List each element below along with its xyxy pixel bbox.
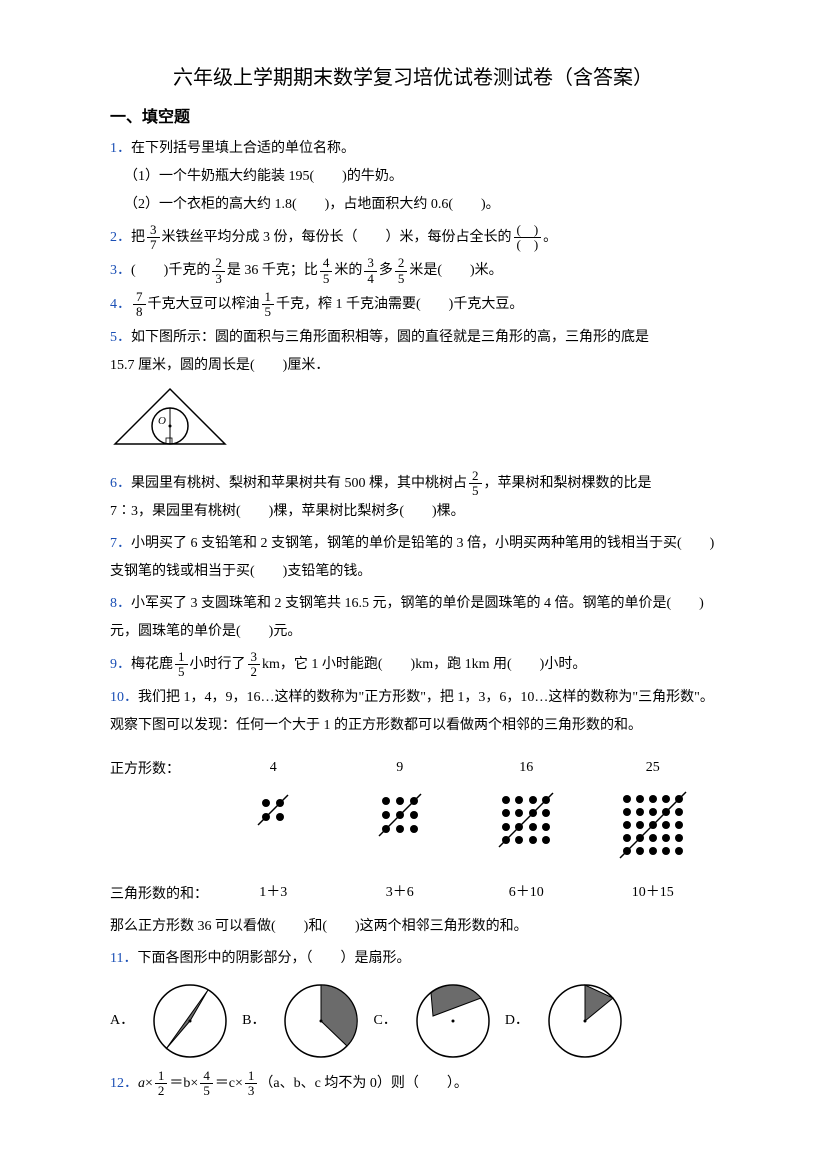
q6-t3: 7∶3，果园里有桃树( )棵，苹果树比梨树多( )棵。 bbox=[110, 498, 716, 526]
cell: 4 bbox=[210, 754, 337, 782]
dots-2x2 bbox=[210, 790, 337, 871]
frac: 15 bbox=[175, 650, 188, 680]
qnum-10: 10． bbox=[110, 690, 138, 705]
qnum-4: 4． bbox=[110, 297, 131, 312]
frac: 78 bbox=[133, 290, 146, 320]
qnum-8: 8． bbox=[110, 596, 131, 611]
q10-t1: 我们把 1，4，9，16…这样的数称为"正方形数"，把 1，3，6，10…这样的… bbox=[110, 690, 714, 733]
opt-c-label: C． bbox=[373, 1007, 396, 1035]
q5-t2: 15.7 厘米，圆的周长是( )厘米． bbox=[110, 352, 716, 380]
q8-text: 小军买了 3 支圆珠笔和 2 支钢笔共 16.5 元，钢笔的单价是圆珠笔的 4 … bbox=[110, 596, 704, 639]
q3-t2: 是 36 千克；比 bbox=[227, 263, 318, 278]
q2-t2: 米铁丝平均分成 3 份，每份长（ ）米，每份占全长的 bbox=[162, 230, 512, 245]
frac: 25 bbox=[395, 256, 408, 286]
q12-t4: ＝c× bbox=[215, 1076, 243, 1091]
cell: 6＋10 bbox=[463, 879, 590, 907]
opt-d-label: D． bbox=[505, 1007, 529, 1035]
cell: 10＋15 bbox=[590, 879, 717, 907]
q1-sub1: （1）一个牛奶瓶大约能装 195( )的牛奶。 bbox=[124, 163, 716, 191]
qnum-7: 7． bbox=[110, 536, 131, 551]
qnum-2: 2． bbox=[110, 230, 131, 245]
circle-b bbox=[281, 981, 361, 1061]
q1-text: 在下列括号里填上合适的单位名称。 bbox=[131, 141, 355, 156]
row-label: 正方形数： bbox=[110, 754, 210, 782]
q9-t1: 梅花鹿 bbox=[131, 657, 173, 672]
q11-options: A． B． C． D． bbox=[110, 981, 716, 1061]
q6-t1: 果园里有桃树、梨树和苹果树共有 500 棵，其中桃树占 bbox=[131, 476, 467, 491]
q9-t3: km，它 1 小时能跑( )km，跑 1km 用( )小时。 bbox=[262, 657, 586, 672]
q12-t5: （a、b、c 均不为 0）则（ ）。 bbox=[259, 1076, 467, 1091]
frac: 45 bbox=[200, 1069, 213, 1099]
qnum-5: 5． bbox=[110, 330, 131, 345]
question-6: 6．果园里有桃树、梨树和苹果树共有 500 棵，其中桃树占25，苹果树和梨树棵数… bbox=[110, 469, 716, 527]
question-1: 1．在下列括号里填上合适的单位名称。 （1）一个牛奶瓶大约能装 195( )的牛… bbox=[110, 135, 716, 219]
qnum-3: 3． bbox=[110, 263, 131, 278]
q1-sub2: （2）一个衣柜的高大约 1.8( )，占地面积大约 0.6( )。 bbox=[124, 191, 716, 219]
question-3: 3．( )千克的23是 36 千克；比45米的34多25米是( )米。 bbox=[110, 256, 716, 286]
question-12: 12．a×12＝b×45＝c×13（a、b、c 均不为 0）则（ ）。 bbox=[110, 1069, 716, 1099]
dots-figures bbox=[110, 790, 716, 871]
q5-t1: 如下图所示：圆的面积与三角形面积相等，圆的直径就是三角形的高，三角形的底是 bbox=[131, 330, 649, 345]
circle-a bbox=[150, 981, 230, 1061]
qnum-9: 9． bbox=[110, 657, 131, 672]
question-11: 11．下面各图形中的阴影部分，（ ）是扇形。 A． B． C． D． bbox=[110, 945, 716, 1061]
frac: 34 bbox=[364, 256, 377, 286]
dots-5x5 bbox=[590, 790, 717, 871]
opt-a-label: A． bbox=[110, 1007, 134, 1035]
q3-t1: ( )千克的 bbox=[131, 263, 210, 278]
question-2: 2．把37米铁丝平均分成 3 份，每份长（ ）米，每份占全长的( )( )。 bbox=[110, 223, 716, 253]
row-label: 三角形数的和： bbox=[110, 879, 210, 907]
frac: 25 bbox=[469, 469, 482, 499]
page-title: 六年级上学期期末数学复习培优试卷测试卷（含答案） bbox=[110, 60, 716, 96]
q4-t1: 千克大豆可以榨油 bbox=[148, 297, 260, 312]
cell: 1＋3 bbox=[210, 879, 337, 907]
q2-t1: 把 bbox=[131, 230, 145, 245]
question-7: 7．小明买了 6 支铅笔和 2 支钢笔，钢笔的单价是铅笔的 3 倍，小明买两种笔… bbox=[110, 530, 716, 586]
frac: 45 bbox=[320, 256, 333, 286]
q12-t3: ＝b× bbox=[169, 1076, 198, 1091]
triangle-circle-figure: O bbox=[110, 384, 716, 465]
q10-t2: 那么正方形数 36 可以看做( )和( )这两个相邻三角形数的和。 bbox=[110, 913, 716, 941]
q3-t4: 多 bbox=[379, 263, 393, 278]
qnum-11: 11． bbox=[110, 951, 137, 966]
frac: 37 bbox=[147, 223, 160, 253]
question-4: 4．78千克大豆可以榨油15千克，榨 1 千克油需要( )千克大豆。 bbox=[110, 290, 716, 320]
svg-text:O: O bbox=[158, 415, 166, 427]
circle-c bbox=[413, 981, 493, 1061]
dots-3x3 bbox=[337, 790, 464, 871]
q9-t2: 小时行了 bbox=[190, 657, 246, 672]
frac: 13 bbox=[245, 1069, 258, 1099]
q4-t2: 千克，榨 1 千克油需要( )千克大豆。 bbox=[276, 297, 523, 312]
question-10: 10．我们把 1，4，9，16…这样的数称为"正方形数"，把 1，3，6，10…… bbox=[110, 684, 716, 941]
question-5: 5．如下图所示：圆的面积与三角形面积相等，圆的直径就是三角形的高，三角形的底是 … bbox=[110, 324, 716, 465]
frac: 23 bbox=[212, 256, 225, 286]
frac: ( )( ) bbox=[514, 223, 542, 253]
frac: 32 bbox=[248, 650, 261, 680]
q3-t5: 米是( )米。 bbox=[409, 263, 502, 278]
cell: 3＋6 bbox=[337, 879, 464, 907]
qnum-6: 6． bbox=[110, 476, 131, 491]
question-8: 8．小军买了 3 支圆珠笔和 2 支钢笔共 16.5 元，钢笔的单价是圆珠笔的 … bbox=[110, 590, 716, 646]
frac: 15 bbox=[262, 290, 275, 320]
qnum-12: 12． bbox=[110, 1076, 138, 1091]
q7-text: 小明买了 6 支铅笔和 2 支钢笔，钢笔的单价是铅笔的 3 倍，小明买两种笔用的… bbox=[110, 536, 714, 579]
q6-t2: ，苹果树和梨树棵数的比是 bbox=[484, 476, 652, 491]
qnum-1: 1． bbox=[110, 141, 131, 156]
square-nums-row: 正方形数： 4 9 16 25 bbox=[110, 754, 716, 782]
q11-text: 下面各图形中的阴影部分，（ ）是扇形。 bbox=[137, 951, 410, 966]
triangle-sums-row: 三角形数的和： 1＋3 3＋6 6＋10 10＋15 bbox=[110, 879, 716, 907]
frac: 12 bbox=[155, 1069, 168, 1099]
circle-d bbox=[545, 981, 625, 1061]
q12-a: a bbox=[138, 1076, 145, 1091]
cell: 16 bbox=[463, 754, 590, 782]
q3-t3: 米的 bbox=[334, 263, 362, 278]
cell: 9 bbox=[337, 754, 464, 782]
q2-t3: 。 bbox=[543, 230, 557, 245]
q12-x1: × bbox=[145, 1076, 153, 1091]
question-9: 9．梅花鹿15小时行了32km，它 1 小时能跑( )km，跑 1km 用( )… bbox=[110, 650, 716, 680]
opt-b-label: B． bbox=[242, 1007, 265, 1035]
cell: 25 bbox=[590, 754, 717, 782]
section-header: 一、填空题 bbox=[110, 104, 716, 133]
dots-4x4 bbox=[463, 790, 590, 871]
